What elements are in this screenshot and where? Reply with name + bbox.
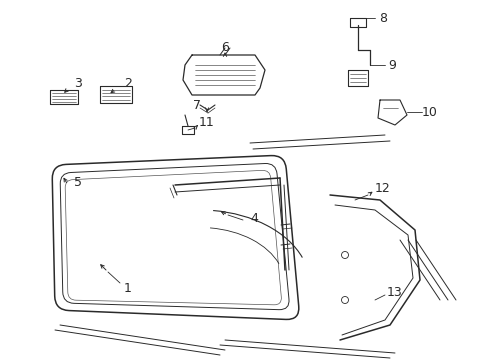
Text: 1: 1 bbox=[124, 283, 132, 296]
Text: 2: 2 bbox=[124, 77, 132, 90]
Text: 3: 3 bbox=[74, 77, 82, 90]
Text: 6: 6 bbox=[221, 41, 228, 54]
Text: 5: 5 bbox=[74, 176, 82, 189]
Text: 12: 12 bbox=[374, 181, 390, 194]
Text: 11: 11 bbox=[199, 116, 214, 129]
Text: 9: 9 bbox=[387, 59, 395, 72]
Text: 4: 4 bbox=[249, 212, 257, 225]
Text: 8: 8 bbox=[378, 12, 386, 24]
Text: 7: 7 bbox=[193, 99, 201, 112]
Text: 13: 13 bbox=[386, 287, 402, 300]
Text: 10: 10 bbox=[421, 105, 437, 118]
